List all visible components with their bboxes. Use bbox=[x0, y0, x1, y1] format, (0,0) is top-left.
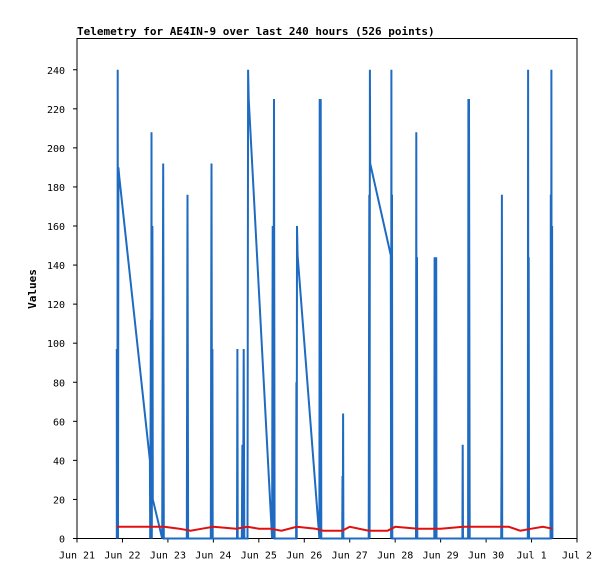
series-layer bbox=[115, 69, 554, 540]
x-tick-label: Jun 22 bbox=[104, 551, 140, 562]
y-axis-label: Values bbox=[26, 269, 39, 309]
plot-area bbox=[76, 38, 578, 539]
y-tick-label: 180 bbox=[47, 183, 65, 194]
x-tick-label: Jun 26 bbox=[286, 551, 322, 562]
y-tick-label: 40 bbox=[53, 456, 65, 467]
x-tick-label: Jul 2 bbox=[562, 551, 592, 562]
x-tick-label: Jun 30 bbox=[468, 551, 504, 562]
x-tick-label: Jun 21 bbox=[59, 551, 95, 562]
y-axis: 0 20 40 60 80 100 120 140 160 180 200 220 240 bbox=[47, 66, 77, 546]
x-tick-label: Jun 25 bbox=[241, 551, 277, 562]
x-tick-label: Jun 27 bbox=[332, 551, 368, 562]
series-line-2 bbox=[116, 525, 553, 532]
x-tick-label: Jul 1 bbox=[516, 551, 546, 562]
series-line-1 bbox=[115, 69, 554, 540]
x-tick-label: Jun 28 bbox=[377, 551, 413, 562]
y-tick-label: 80 bbox=[53, 378, 65, 389]
x-tick-label: Jun 23 bbox=[150, 551, 186, 562]
y-tick-label: 240 bbox=[47, 66, 65, 77]
y-tick-label: 100 bbox=[47, 339, 65, 350]
y-tick-label: 160 bbox=[47, 222, 65, 233]
y-tick-label: 140 bbox=[47, 261, 65, 272]
y-tick-label: 0 bbox=[59, 535, 65, 546]
y-tick-label: 60 bbox=[53, 417, 65, 428]
x-tick-label: Jun 24 bbox=[195, 551, 231, 562]
x-axis: Jun 21 Jun 22 Jun 23 Jun 24 Jun 25 Jun 26 Jun … bbox=[59, 538, 592, 562]
y-tick-label: 20 bbox=[53, 495, 65, 506]
y-tick-label: 200 bbox=[47, 144, 65, 155]
y-tick-label: 120 bbox=[47, 300, 65, 311]
chart-title: Telemetry for AE4IN-9 over last 240 hour… bbox=[77, 25, 435, 38]
x-tick-label: Jun 29 bbox=[423, 551, 459, 562]
y-tick-label: 220 bbox=[47, 105, 65, 116]
